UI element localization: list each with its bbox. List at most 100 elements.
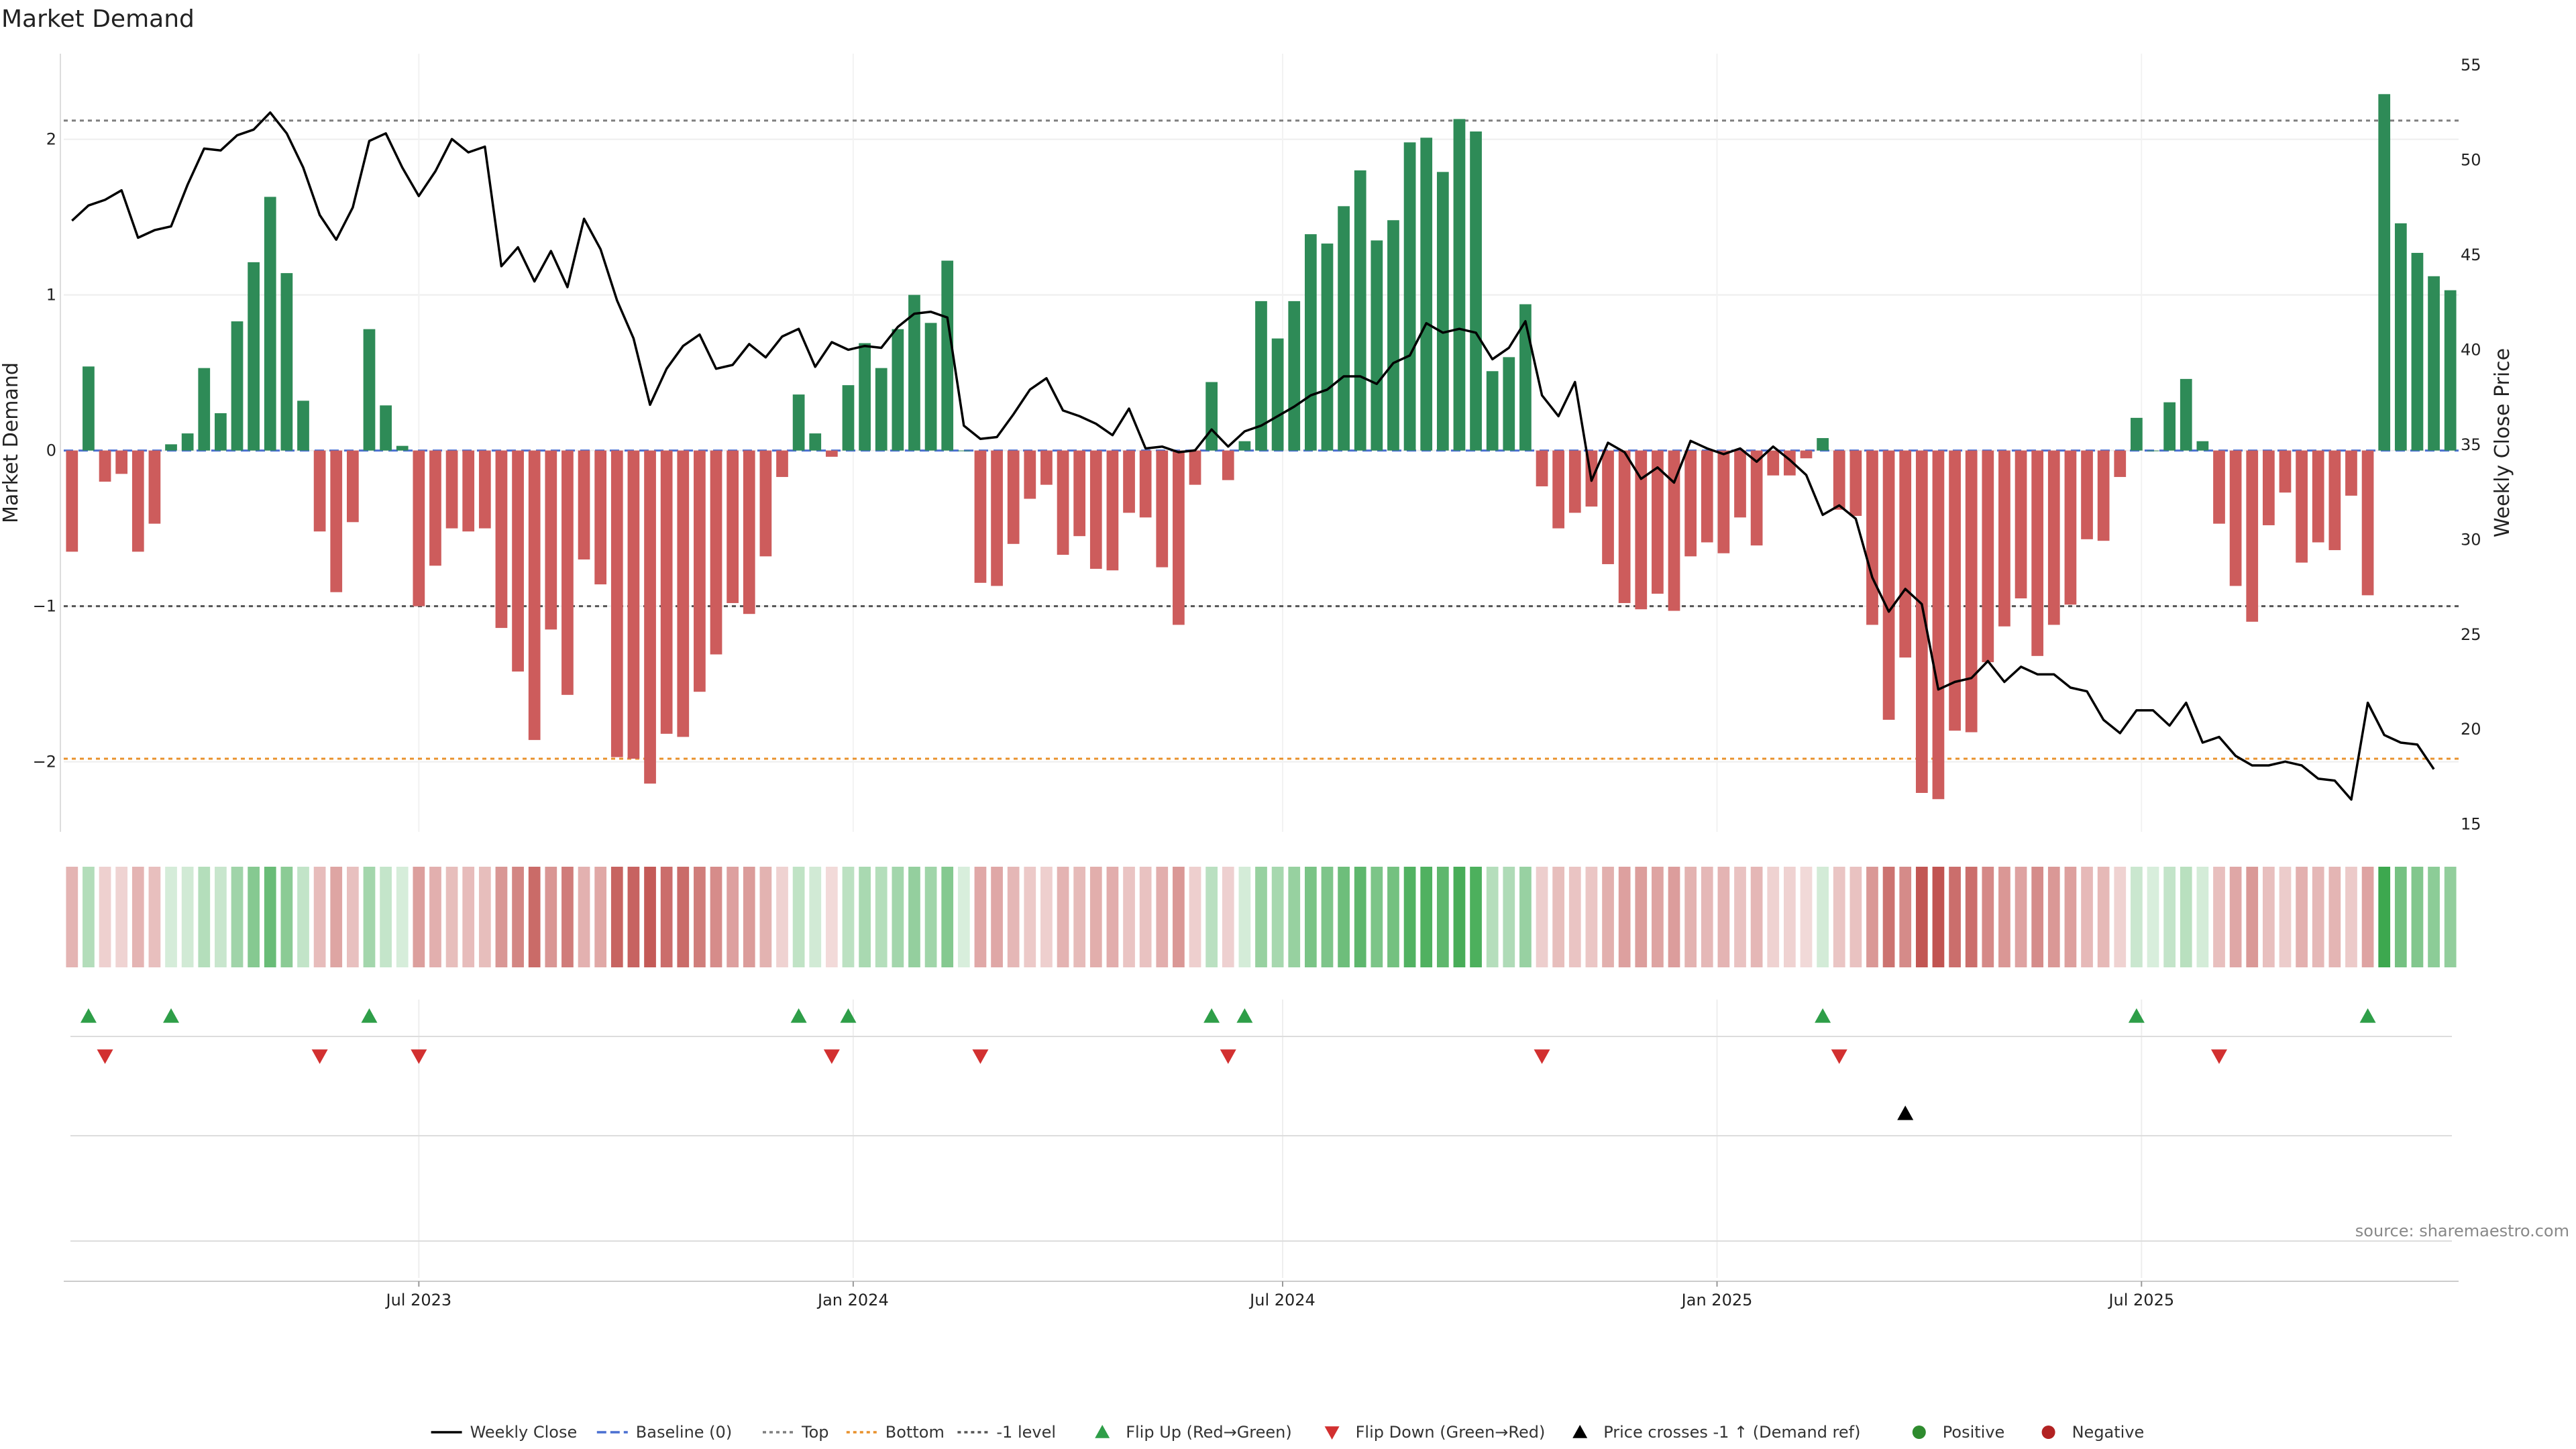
demand-bar [2279, 450, 2292, 493]
demand-bar [677, 450, 690, 737]
x-tick-label: Jul 2024 [1248, 1291, 1316, 1309]
y-tick-left: 1 [46, 286, 56, 305]
legend-item: Weekly Close [431, 1423, 577, 1442]
demand-bar [1833, 450, 1845, 510]
demand-bar [610, 450, 623, 757]
demand-bar [1767, 450, 1780, 476]
strip-cell [1866, 867, 1878, 967]
demand-bar [2361, 450, 2374, 596]
x-tick-label: Jul 2023 [385, 1291, 452, 1309]
legend-label: Top [801, 1423, 829, 1442]
demand-bar [1602, 450, 1614, 564]
strip-cell [396, 867, 409, 967]
strip-cell [1915, 867, 1928, 967]
strip-cell [1106, 867, 1119, 967]
demand-bar [2229, 450, 2242, 586]
strip-cell [462, 867, 475, 967]
y-tick-right: 20 [2461, 720, 2481, 739]
demand-bar [2246, 450, 2259, 622]
demand-bar [2114, 450, 2127, 478]
strip-cell [2097, 867, 2110, 967]
demand-bar [413, 450, 425, 606]
strip-cell [1899, 867, 1912, 967]
demand-bar [578, 450, 590, 559]
strip-cell [2180, 867, 2192, 967]
strip-cell [545, 867, 557, 967]
demand-bar [2163, 402, 2176, 451]
legend-label: Baseline (0) [636, 1423, 732, 1442]
legend-item: Flip Up (Red→Green) [1095, 1423, 1292, 1442]
strip-cell [1089, 867, 1102, 967]
demand-bar [462, 450, 475, 532]
strip-cell [825, 867, 838, 967]
demand-bar [429, 450, 441, 566]
demand-bar [1304, 234, 1317, 451]
demand-bar [1486, 371, 1499, 451]
demand-bar [1073, 450, 1086, 537]
demand-bar [1536, 450, 1548, 486]
strip-cell [710, 867, 722, 967]
demand-bar [809, 433, 822, 451]
demand-bar [2047, 450, 2060, 625]
demand-bar [1371, 240, 1383, 451]
strip-cell [413, 867, 425, 967]
demand-bar [2345, 450, 2357, 496]
demand-bar [792, 394, 805, 451]
demand-bar [1552, 450, 1565, 529]
strip-cell [809, 867, 822, 967]
demand-bar [1106, 450, 1119, 571]
demand-bar [528, 450, 541, 741]
demand-bar [297, 400, 309, 451]
gridlines [64, 54, 2459, 1278]
demand-bar [478, 450, 491, 529]
demand-bar [1173, 450, 1185, 625]
demand-bar [1684, 450, 1697, 557]
demand-bar [2015, 450, 2027, 598]
strip-cell [1998, 867, 2010, 967]
strip-cell [578, 867, 590, 967]
demand-bar [710, 450, 722, 655]
demand-bar [2444, 290, 2457, 451]
demand-bar [2131, 417, 2143, 451]
strip-cell [1503, 867, 1515, 967]
demand-bar [1982, 450, 1994, 663]
demand-bar [545, 450, 557, 630]
strip-cell [1882, 867, 1895, 967]
demand-bar [776, 450, 788, 478]
demand-bar [2262, 450, 2275, 525]
legend-label: Flip Down (Green→Red) [1356, 1423, 1546, 1442]
demand-bar [2097, 450, 2110, 541]
strip-cell [2328, 867, 2341, 967]
legend-label: -1 level [996, 1423, 1056, 1442]
demand-bar [1139, 450, 1152, 518]
strip-cell [2394, 867, 2407, 967]
demand-bar [892, 329, 904, 451]
strip-cell [1024, 867, 1036, 967]
demand-bar [1123, 450, 1135, 513]
flip-down-marker [972, 1049, 989, 1064]
strip-cell [2428, 867, 2440, 967]
flip-down-marker [311, 1049, 328, 1064]
y-tick-left: 0 [46, 441, 56, 460]
legend-item: -1 level [957, 1423, 1056, 1442]
demand-bar [1040, 450, 1053, 485]
demand-bar [1668, 450, 1680, 611]
demand-bar [512, 450, 524, 672]
event-markers [70, 1008, 2452, 1242]
demand-bar [2296, 450, 2308, 563]
strip-cell [148, 867, 161, 967]
demand-bar [1750, 450, 1763, 546]
strip-cell [1453, 867, 1466, 967]
demand-bar [2378, 94, 2391, 451]
strip-cell [1205, 867, 1218, 967]
strip-cell [2361, 867, 2374, 967]
demand-bar [1568, 450, 1581, 513]
demand-bar [1800, 450, 1813, 459]
strip-cell [1949, 867, 1961, 967]
strip-cell [1849, 867, 1862, 967]
legend: Weekly Close Baseline (0) Top Bottom -1 leve… [431, 1423, 2144, 1442]
strip-cell [1783, 867, 1796, 967]
strip-cell [2015, 867, 2027, 967]
flip-down-marker [1220, 1049, 1236, 1064]
